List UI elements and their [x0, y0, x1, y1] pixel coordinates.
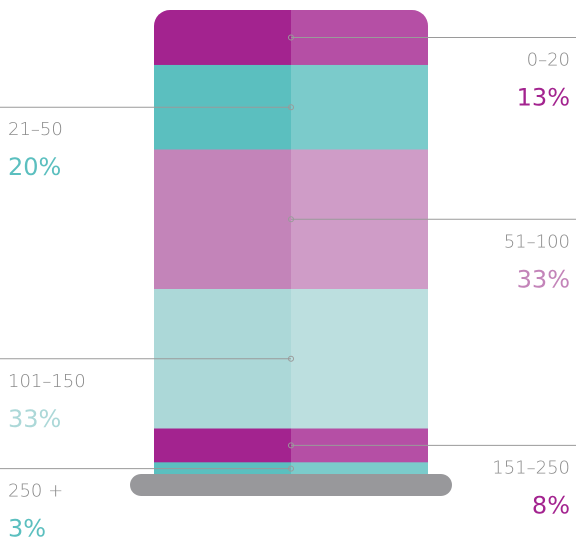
category-label: 21–50 [8, 119, 63, 140]
leader-dot [288, 34, 294, 41]
value-label: 33% [8, 405, 61, 433]
leader-dot [288, 442, 294, 449]
value-label: 3% [8, 515, 46, 543]
value-label: 8% [532, 491, 570, 519]
category-label: 151–250 [492, 457, 570, 478]
labels: 0–20 13% 21–50 20% 51–100 33% 101–150 33% 151–25… [0, 34, 576, 543]
base [130, 474, 452, 496]
category-label: 51–100 [504, 231, 570, 252]
category-label: 0–20 [527, 49, 570, 70]
leader-dot [288, 465, 294, 472]
value-label: 20% [8, 153, 61, 181]
leader-dot [288, 355, 294, 362]
value-label: 33% [517, 265, 570, 293]
leader-dot [288, 104, 294, 111]
category-label: 101–150 [8, 371, 86, 392]
value-label: 13% [517, 83, 570, 111]
leader-dot [288, 216, 294, 223]
highlight [291, 10, 428, 480]
category-label: 250 + [8, 481, 63, 502]
